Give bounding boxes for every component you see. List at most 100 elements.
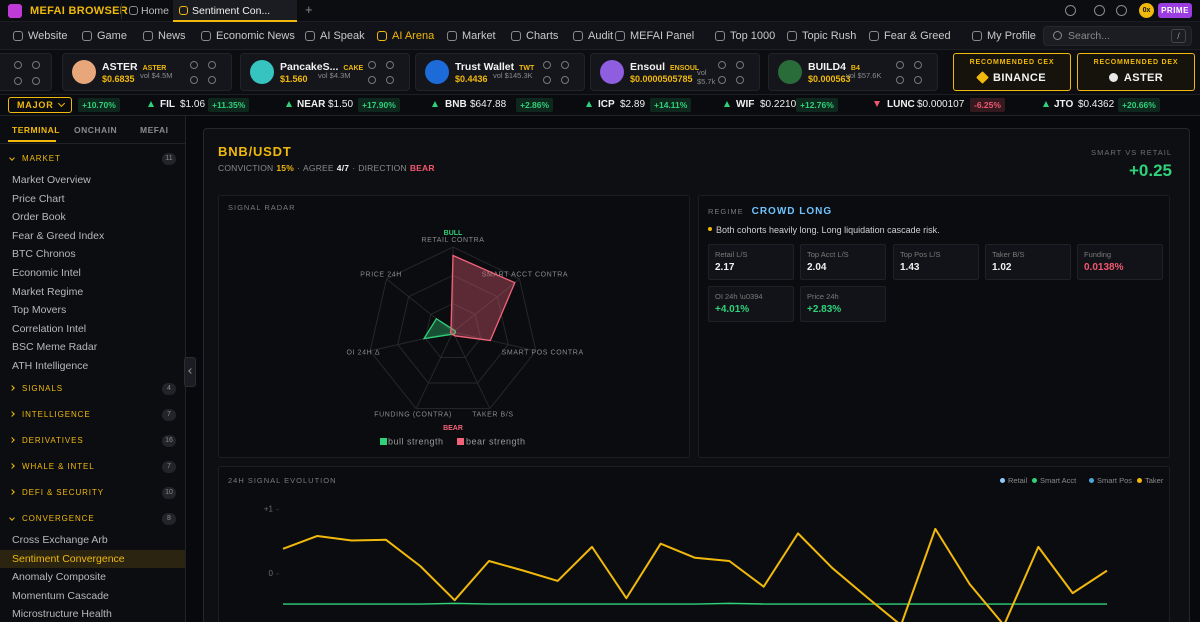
sidebar-item[interactable]: Market Overview	[12, 174, 91, 186]
card-icon[interactable]	[896, 61, 904, 69]
sidebar-item[interactable]: Top Movers	[12, 304, 67, 317]
card-icon[interactable]	[561, 61, 569, 69]
ticker-change: -6.25%	[970, 98, 1005, 112]
section-title[interactable]: SIGNALS	[22, 384, 63, 393]
card-icon[interactable]	[368, 76, 376, 84]
new-tab[interactable]: +	[305, 2, 313, 17]
section-title[interactable]: DERIVATIVES	[22, 436, 84, 445]
nav-item[interactable]: Topic Rush	[802, 30, 857, 42]
sidebar-item[interactable]: Price Chart	[12, 192, 65, 205]
sidebar-tab[interactable]: MEFAI	[140, 125, 169, 135]
ticker-arrow	[724, 101, 730, 107]
card-icon[interactable]	[208, 76, 216, 84]
card-icon[interactable]	[718, 61, 726, 69]
regime-panel	[698, 195, 1170, 458]
nav-item[interactable]: Website	[28, 30, 68, 42]
card-icon[interactable]	[914, 76, 922, 84]
section-title[interactable]: DEFI & SECURITY	[22, 488, 104, 497]
toolbar-icon[interactable]	[1065, 5, 1076, 16]
logo-icon	[8, 4, 22, 18]
sidebar-item[interactable]: Economic Intel	[12, 267, 81, 279]
brand: MEFAI BROWSER	[30, 5, 129, 17]
legend-swatch	[380, 438, 387, 445]
nav-item[interactable]: Fear & Greed	[884, 30, 951, 42]
sidebar-tab-divider	[0, 143, 186, 144]
card-icon[interactable]	[543, 76, 551, 84]
recommended-card[interactable]	[1077, 53, 1195, 91]
nav-item[interactable]: AI Speak	[320, 30, 365, 42]
sidebar-item[interactable]: Cross Exchange Arb	[12, 534, 108, 546]
section-title[interactable]: WHALE & INTEL	[22, 462, 95, 471]
tab[interactable]: Sentiment Con...	[192, 5, 271, 17]
card-icon[interactable]	[736, 61, 744, 69]
card-icon[interactable]	[543, 61, 551, 69]
nav-item[interactable]: Charts	[526, 30, 559, 42]
ticker-arrow	[586, 101, 592, 107]
stat-label: OI 24h \u0394	[715, 292, 763, 301]
tab-active[interactable]	[173, 0, 297, 22]
line-chart: +1 0	[264, 505, 1108, 622]
sidebar-tab[interactable]: ONCHAIN	[74, 125, 118, 135]
ticker-price: $1.50	[328, 99, 354, 110]
sidebar-item[interactable]: Order Book	[12, 211, 66, 224]
sidebar-item[interactable]: Sentiment Convergence	[12, 552, 125, 565]
nav-item[interactable]: Audit	[588, 30, 614, 42]
search-box[interactable]	[1043, 26, 1192, 46]
recommended-card[interactable]	[953, 53, 1071, 91]
toolbar-icon[interactable]	[1116, 5, 1127, 16]
sidebar-item[interactable]: Anomaly Composite	[12, 571, 106, 584]
card-icon[interactable]	[386, 76, 394, 84]
nav-item[interactable]: AI Arena	[392, 30, 435, 42]
recommended-name: ASTER	[1123, 72, 1164, 84]
sidebar-item[interactable]: Fear & Greed Index	[12, 229, 105, 242]
card-icon[interactable]	[190, 76, 198, 84]
axis-label: SMART POS CONTRA	[502, 349, 584, 356]
stat-label: Top Acct L/S	[807, 250, 849, 259]
sidebar-item[interactable]: BTC Chronos	[12, 248, 76, 261]
card-icon[interactable]	[208, 61, 216, 69]
filter-select[interactable]	[8, 97, 72, 113]
summary-part: DIRECTION	[358, 163, 407, 173]
sidebar-tab[interactable]: TERMINAL	[12, 125, 60, 135]
card-icon[interactable]	[368, 61, 376, 69]
nav-item[interactable]: Game	[97, 30, 127, 42]
card-icon[interactable]	[561, 76, 569, 84]
nav-item[interactable]: My Profile	[987, 30, 1036, 42]
nav-item[interactable]: News	[158, 30, 186, 42]
sidebar-item[interactable]: Momentum Cascade	[12, 589, 109, 602]
stat-box	[708, 286, 794, 322]
sidebar-item[interactable]: Market Regime	[12, 285, 84, 298]
token-card[interactable]	[240, 53, 410, 91]
search-icon	[1053, 31, 1062, 40]
nav-item[interactable]: Top 1000	[730, 30, 776, 42]
card-icon[interactable]	[718, 76, 726, 84]
tab[interactable]: Home	[141, 5, 170, 17]
toolbar-icon[interactable]	[1094, 5, 1105, 16]
section-title[interactable]: INTELLIGENCE	[22, 410, 91, 419]
token-price: $0.6835	[102, 74, 135, 84]
card-icon[interactable]	[736, 76, 744, 84]
sidebar-handle[interactable]	[184, 357, 196, 387]
sidebar-item[interactable]: ATH Intelligence	[12, 360, 89, 372]
section-count-pill	[162, 409, 176, 421]
wallet-badge[interactable]	[1139, 3, 1154, 18]
nav-item[interactable]: Economic News	[216, 30, 295, 42]
card-icon	[32, 77, 40, 85]
nav-item[interactable]: MEFAI Panel	[630, 30, 695, 42]
ticker-price: $0.000107	[917, 99, 965, 110]
card-icon[interactable]	[896, 76, 904, 84]
sidebar-item[interactable]: Microstructure Health	[12, 608, 112, 621]
axis-label: OI 24H Δ	[347, 349, 381, 356]
bullet	[708, 227, 712, 231]
card-icon	[32, 61, 40, 69]
nav-item[interactable]: Market	[462, 30, 496, 42]
card-icon[interactable]	[914, 61, 922, 69]
ticker-arrow	[148, 101, 154, 107]
sidebar-item[interactable]: BSC Meme Radar	[12, 341, 98, 354]
prime-badge[interactable]	[1158, 3, 1192, 18]
section-title[interactable]: CONVERGENCE	[22, 514, 95, 523]
section-title[interactable]: MARKET	[22, 154, 61, 163]
card-icon[interactable]	[386, 61, 394, 69]
sidebar-item[interactable]: Correlation Intel	[12, 322, 87, 335]
card-icon[interactable]	[190, 61, 198, 69]
